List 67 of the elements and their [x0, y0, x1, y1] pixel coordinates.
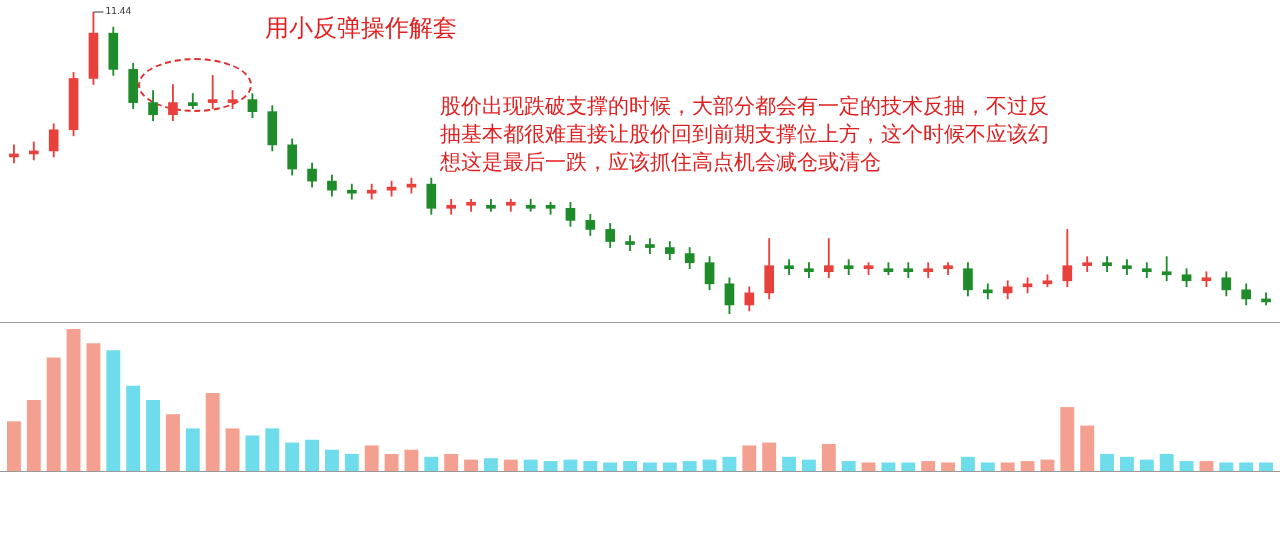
bar	[1000, 462, 1015, 471]
bar	[483, 458, 498, 471]
bar	[305, 439, 320, 471]
bar	[1179, 461, 1194, 471]
bar	[46, 357, 61, 471]
bar	[444, 453, 459, 471]
bar	[1040, 459, 1055, 471]
bar	[205, 392, 220, 471]
bar	[1119, 456, 1134, 471]
bar	[86, 343, 101, 471]
bar	[1239, 462, 1254, 471]
bar	[66, 329, 81, 471]
annotation: 股价出现跌破支撑的时候，大部分都会有一定的技术反抽，不过反抽基本都很难直接让股价回到前期支撑位上方，这个时候不应该幻想这是最后一跌，应该抓住高点机会减仓或清仓	[440, 93, 1050, 176]
bar	[623, 461, 638, 471]
bar	[603, 462, 618, 471]
bar	[901, 462, 916, 471]
bar	[563, 459, 578, 471]
bar	[1080, 425, 1095, 471]
chart-title: 用小反弹操作解套	[265, 13, 457, 44]
bar	[384, 453, 399, 471]
bar	[285, 442, 300, 471]
bar	[881, 462, 896, 471]
bar	[960, 456, 975, 471]
bar	[185, 428, 200, 471]
bar	[642, 462, 657, 471]
bar	[245, 435, 260, 471]
bar	[662, 462, 677, 471]
bar	[364, 445, 379, 471]
annotation: 11.44	[105, 6, 132, 17]
bar	[424, 456, 439, 471]
bar	[225, 428, 240, 471]
bar	[1060, 407, 1075, 471]
bar	[861, 462, 876, 471]
bar	[782, 456, 797, 471]
bar	[682, 461, 697, 471]
bar	[324, 449, 339, 471]
bar	[543, 461, 558, 471]
bar	[801, 459, 816, 471]
bar	[921, 461, 936, 471]
bar	[762, 442, 777, 471]
bar	[1159, 453, 1174, 471]
bar	[1139, 459, 1154, 471]
bar	[742, 445, 757, 471]
bar	[821, 444, 836, 471]
bar	[26, 400, 41, 471]
bar	[1259, 462, 1274, 471]
bar	[523, 459, 538, 471]
bar	[841, 461, 856, 471]
bar	[344, 453, 359, 471]
bar	[146, 400, 161, 471]
bar	[702, 459, 717, 471]
bar	[1199, 461, 1214, 471]
bar	[722, 456, 737, 471]
bar	[265, 428, 280, 471]
bar	[464, 459, 479, 471]
bar	[106, 350, 121, 471]
bar	[1219, 462, 1234, 471]
bar	[941, 462, 956, 471]
bar	[404, 449, 419, 471]
bar	[6, 421, 21, 471]
bar	[126, 385, 141, 471]
bar	[165, 414, 180, 471]
bar	[583, 461, 598, 471]
bar	[503, 459, 518, 471]
bar	[980, 462, 995, 471]
bar	[1100, 453, 1115, 471]
bar	[1020, 461, 1035, 471]
